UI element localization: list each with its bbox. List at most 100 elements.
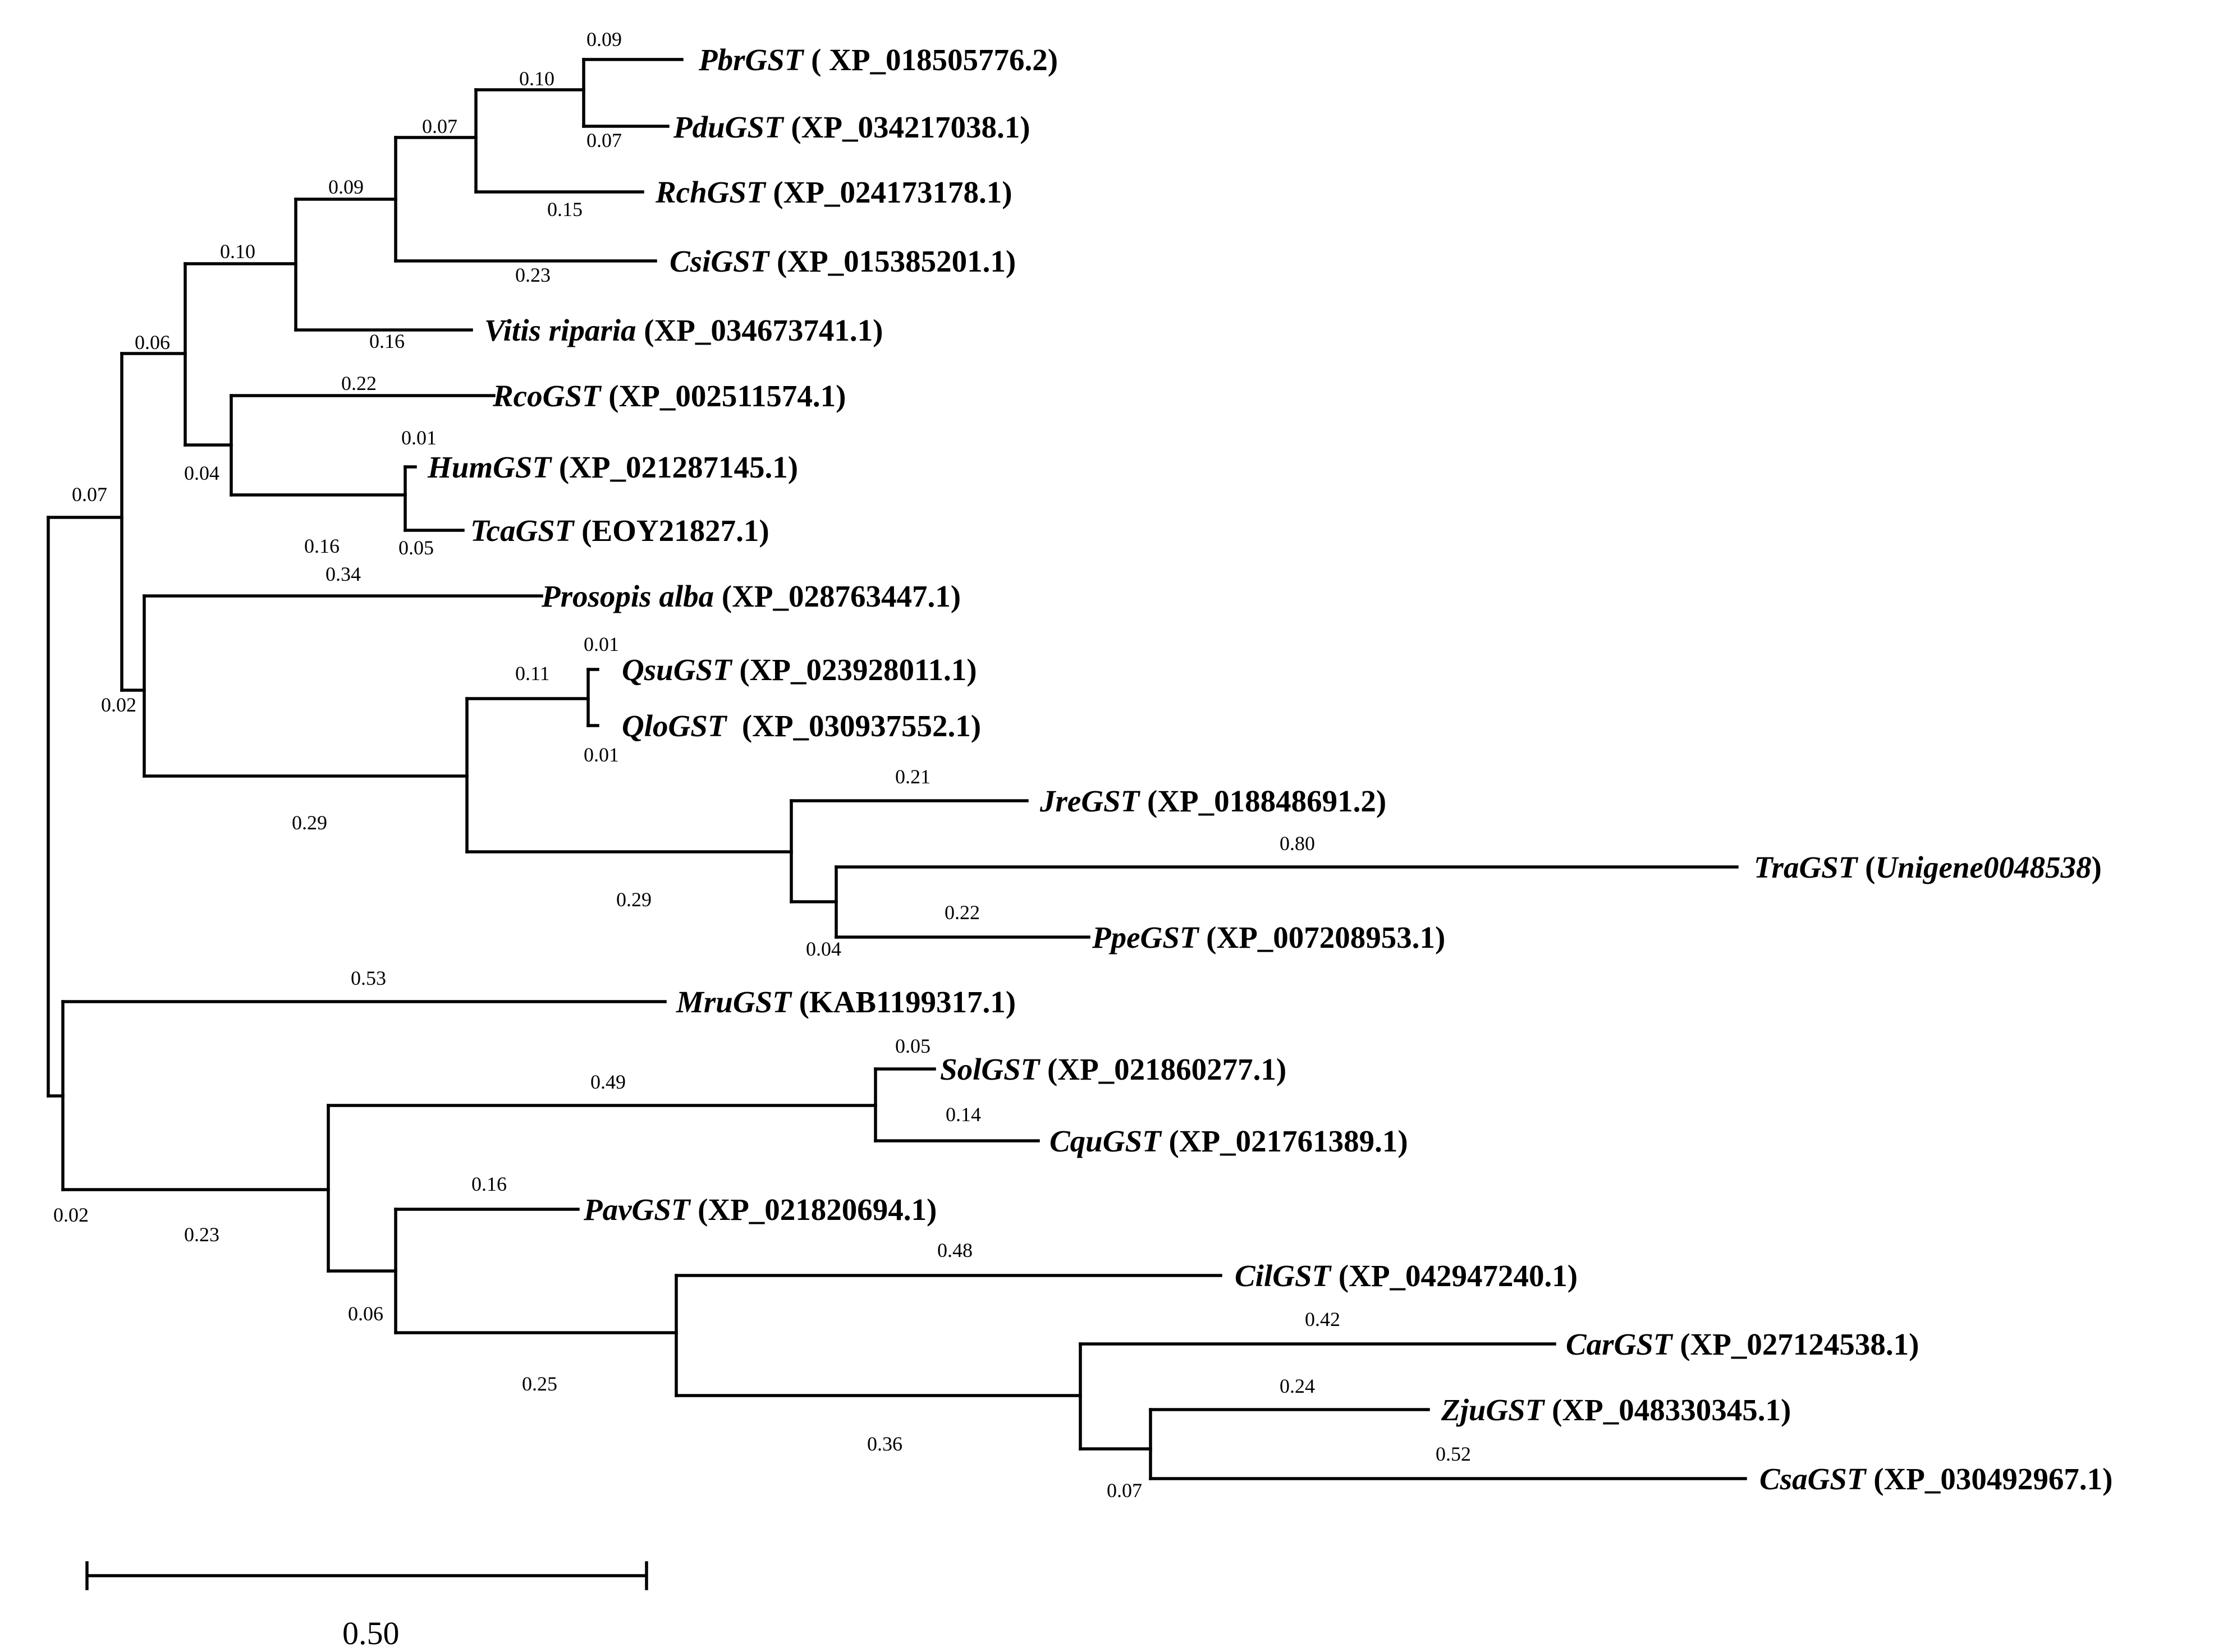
taxon-accession-close-tragst: ) [2091, 850, 2101, 884]
branch-length-pbr-pdu: 0.10 [519, 67, 554, 90]
branch-length-quercus-jre: 0.29 [292, 811, 327, 834]
branch-length-qsu: 0.01 [584, 633, 619, 655]
branch-length-sol: 0.05 [895, 1035, 931, 1057]
taxon-species-solgst: SolGST [940, 1052, 1041, 1086]
taxon-species-qlogst: QloGST [622, 709, 728, 743]
branch-length-mru: 0.53 [351, 967, 386, 989]
taxon-label-pavgst: PavGST (XP_021820694.1) [583, 1192, 937, 1227]
branch-length-pro: 0.34 [326, 563, 361, 585]
taxon-accession-open-tragst: ( [1857, 850, 1875, 884]
branch-length-csi: 0.23 [515, 264, 551, 286]
branch-length-tra: 0.80 [1280, 832, 1315, 855]
taxon-species-rchgst: RchGST [655, 175, 767, 209]
branch-length-cqu: 0.14 [946, 1103, 981, 1126]
taxon-species-pbrgst: PbrGST [698, 43, 805, 77]
branch-length-pav-group: 0.06 [348, 1302, 383, 1325]
taxon-accession-cqugst: (XP_021761389.1) [1161, 1124, 1408, 1158]
taxon-species-pdugst: PduGST [673, 110, 785, 144]
branch-length-quercus: 0.11 [515, 662, 550, 685]
taxon-label-cargst: CarGST (XP_027124538.1) [1566, 1327, 1919, 1361]
taxon-label-cilgst: CilGST (XP_042947240.1) [1235, 1259, 1578, 1293]
taxon-species-csagst: CsaGST [1759, 1462, 1867, 1496]
taxon-label-pbrgst: PbrGST ( XP_018505776.2) [698, 43, 1058, 77]
branch-length-vit: 0.16 [369, 330, 405, 352]
taxon-accession-mrugst: (KAB1199317.1) [791, 985, 1016, 1019]
branch-length-rch: 0.15 [547, 198, 583, 221]
taxon-accession-vitis-riparia: (XP_034673741.1) [636, 313, 883, 347]
taxon-label-pdugst: PduGST (XP_034217038.1) [673, 110, 1030, 144]
taxon-accession-csigst: (XP_015385201.1) [769, 244, 1016, 278]
taxon-accession-solgst: (XP_021860277.1) [1039, 1052, 1286, 1086]
taxon-accession-pdugst: (XP_034217038.1) [783, 110, 1030, 144]
branch-length-pav: 0.16 [471, 1173, 507, 1195]
taxon-accession-pavgst: (XP_021820694.1) [690, 1192, 937, 1227]
branch-length-lower: 0.02 [53, 1204, 89, 1226]
taxon-species-zjugst: ZjuGST [1441, 1393, 1546, 1427]
taxon-accession-ppegst: (XP_007208953.1) [1198, 920, 1445, 955]
branch-length-rco-malv: 0.04 [184, 462, 219, 484]
taxon-label-csigst: CsiGST (XP_015385201.1) [670, 244, 1016, 278]
branch-length-rco: 0.22 [341, 372, 377, 394]
branch-length-qlo: 0.01 [584, 744, 619, 766]
scale-bar-label: 0.50 [342, 1615, 400, 1651]
taxon-label-csagst: CsaGST (XP_030492967.1) [1759, 1462, 2112, 1496]
taxon-accession-csagst: (XP_030492967.1) [1866, 1462, 2113, 1496]
branch-length-jre-group: 0.29 [616, 888, 652, 911]
taxon-accession-jregst: (XP_018848691.2) [1139, 784, 1386, 818]
taxon-species-cargst: CarGST [1566, 1327, 1674, 1361]
branch-length-rosid-b: 0.10 [220, 240, 255, 263]
taxon-accession-tragst: Unigene0048538 [1875, 850, 2091, 884]
taxon-label-tragst: TraGST (Unigene0048538) [1754, 850, 2102, 884]
taxon-label-prosopis-alba: Prosopis alba (XP_028763447.1) [541, 579, 961, 613]
branch-length-pbr: 0.09 [586, 28, 622, 51]
branch-length-zju-csa: 0.07 [1107, 1479, 1142, 1502]
branch-length-jre: 0.21 [895, 765, 931, 788]
taxon-species-ppegst: PpeGST [1092, 920, 1200, 955]
taxon-accession-tcagst: (EOY21827.1) [574, 513, 769, 548]
branch-length-cil-group: 0.25 [522, 1373, 557, 1395]
taxon-labels: PbrGST ( XP_018505776.2) PduGST (XP_0342… [427, 43, 2112, 1496]
branch-length-amaranth: 0.49 [590, 1071, 626, 1093]
branch-length-fagales-big: 0.02 [101, 694, 136, 716]
taxon-label-solgst: SolGST (XP_021860277.1) [940, 1052, 1286, 1086]
taxon-label-mrugst: MruGST (KAB1199317.1) [676, 985, 1016, 1019]
branch-length-zju: 0.24 [1280, 1375, 1315, 1397]
taxon-accession-qlogst: (XP_030937552.1) [726, 709, 981, 743]
taxon-species-humgst: HumGST [427, 450, 552, 484]
branch-length-car: 0.42 [1305, 1308, 1340, 1330]
branch-length-malvales: 0.16 [304, 535, 340, 557]
branch-length-tca: 0.05 [398, 536, 434, 559]
branch-length-prunus-rosa: 0.07 [422, 115, 457, 137]
taxon-species-jregst: JreGST [1039, 784, 1141, 818]
taxon-accession-qsugst: (XP_023928011.1) [732, 653, 977, 687]
branch-length-cil: 0.48 [937, 1239, 973, 1261]
branch-length-pdu: 0.07 [586, 129, 622, 152]
taxon-accession-prosopis-alba: (XP_028763447.1) [714, 579, 961, 613]
taxon-label-jregst: JreGST (XP_018848691.2) [1039, 784, 1386, 818]
taxon-accession-rcogst: (XP_002511574.1) [601, 379, 846, 413]
taxon-species-cilgst: CilGST [1235, 1259, 1332, 1293]
taxon-species-cqugst: CquGST [1049, 1124, 1162, 1158]
taxon-accession-zjugst: (XP_048330345.1) [1544, 1393, 1791, 1427]
branch-length-csa: 0.52 [1436, 1443, 1471, 1465]
branch-length-ppe: 0.22 [945, 901, 980, 924]
taxon-label-zjugst: ZjuGST (XP_048330345.1) [1441, 1393, 1791, 1427]
taxon-species-prosopis-alba: Prosopis alba [541, 579, 714, 613]
tree-branches [47, 58, 1747, 1590]
taxon-species-mrugst: MruGST [676, 985, 792, 1019]
taxon-accession-rchgst: (XP_024173178.1) [766, 175, 1012, 209]
branch-length-hum: 0.01 [401, 426, 437, 449]
taxon-label-rcogst: RcoGST (XP_002511574.1) [492, 379, 846, 413]
branch-length-rosid-a: 0.09 [328, 176, 364, 198]
branch-length-root-upper: 0.07 [72, 483, 107, 506]
taxon-label-rchgst: RchGST (XP_024173178.1) [655, 175, 1012, 209]
taxon-species-pavgst: PavGST [583, 1192, 691, 1227]
branch-length-lower-inner: 0.23 [184, 1223, 219, 1246]
taxon-accession-cilgst: (XP_042947240.1) [1331, 1259, 1578, 1293]
taxon-label-tcagst: TcaGST (EOY21827.1) [470, 513, 769, 548]
taxon-label-qlogst: QloGST (XP_030937552.1) [622, 709, 981, 743]
taxon-accession-humgst: (XP_021287145.1) [551, 450, 798, 484]
branch-length-labels: 0.09 0.07 0.10 0.15 0.07 0.23 0.09 0.16 … [53, 28, 1471, 1502]
branch-length-upper: 0.06 [135, 331, 170, 354]
